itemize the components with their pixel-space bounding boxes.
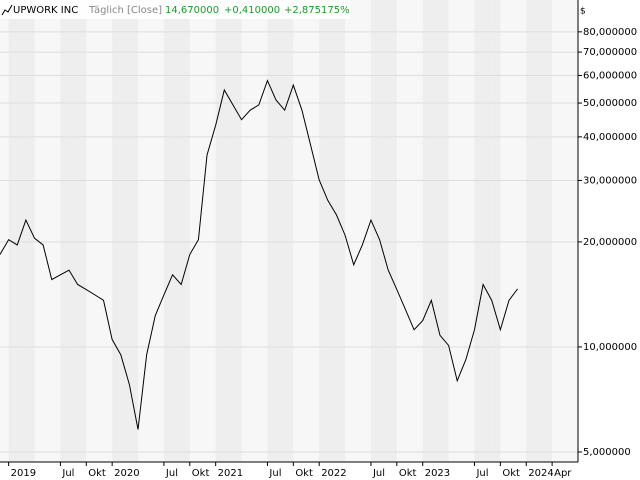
price-line	[0, 79, 519, 430]
band	[60, 0, 70, 462]
x-tick-label: 2022	[321, 468, 346, 479]
last-price: 14,670000	[165, 5, 219, 16]
x-tick-label: Okt	[88, 468, 106, 479]
x-tick-label: Apr	[554, 468, 572, 479]
band	[224, 0, 233, 462]
band	[526, 0, 535, 462]
band	[474, 0, 484, 462]
band	[69, 0, 78, 462]
y-tick-label: 20,000000	[583, 237, 637, 248]
band	[543, 0, 553, 462]
x-tick-label: Jul	[61, 468, 74, 479]
x-tick-label: Okt	[295, 468, 313, 479]
x-tick-label: Okt	[192, 468, 210, 479]
band	[439, 0, 449, 462]
band	[181, 0, 190, 462]
y-tick-label: 5,000000	[583, 447, 631, 458]
y-tick-label: 10,000000	[583, 342, 637, 353]
x-tick-label: 2019	[11, 468, 36, 479]
band	[172, 0, 182, 462]
x-tick-label: Okt	[399, 468, 417, 479]
band	[215, 0, 225, 462]
band	[534, 0, 544, 462]
band	[8, 0, 18, 462]
y-unit: $	[580, 7, 586, 17]
series-icon	[1, 4, 13, 16]
band	[276, 0, 285, 462]
band	[129, 0, 139, 462]
x-tick-label: 2020	[114, 468, 139, 479]
y-tick-label: 60,000000	[583, 70, 637, 81]
band	[483, 0, 492, 462]
x-tick-label: Jul	[475, 468, 488, 479]
band	[77, 0, 87, 462]
x-tick-label: Jul	[268, 468, 281, 479]
band	[120, 0, 130, 462]
x-tick-label: Jul	[165, 468, 178, 479]
header-bg	[0, 0, 350, 19]
band	[232, 0, 242, 462]
band	[327, 0, 337, 462]
y-tick-label: 50,000000	[583, 98, 637, 109]
y-tick-label: 30,000000	[583, 175, 637, 186]
x-tick-label: 2021	[218, 468, 243, 479]
band	[319, 0, 328, 462]
band	[112, 0, 121, 462]
band	[431, 0, 440, 462]
band	[163, 0, 173, 462]
x-tick-label: Okt	[502, 468, 520, 479]
band	[267, 0, 277, 462]
change: +0,410000	[224, 5, 280, 16]
band	[491, 0, 501, 462]
band	[422, 0, 432, 462]
band	[336, 0, 346, 462]
y-tick-label: 40,000000	[583, 132, 637, 143]
band	[25, 0, 35, 462]
x-tick-label: 2024	[528, 468, 553, 479]
subtitle: Täglich [Close]	[88, 5, 162, 16]
y-tick-label: 70,000000	[583, 47, 637, 58]
band	[379, 0, 389, 462]
band	[388, 0, 397, 462]
change-percent: +2,875175%	[284, 5, 350, 16]
y-tick-label: 80,000000	[583, 27, 637, 38]
band	[284, 0, 294, 462]
x-tick-label: 2023	[425, 468, 450, 479]
chart-title: UPWORK INC	[13, 5, 78, 16]
x-tick-label: Jul	[372, 468, 385, 479]
